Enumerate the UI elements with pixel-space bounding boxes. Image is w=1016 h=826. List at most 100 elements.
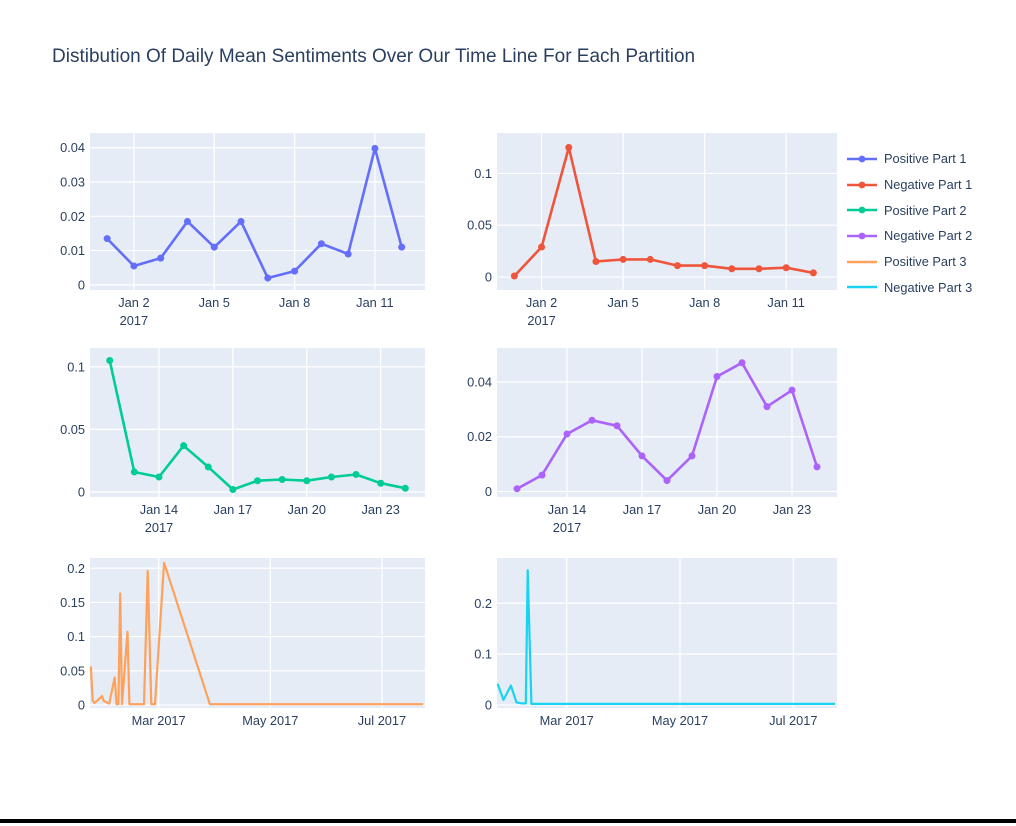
y-tick-label: 0.05 — [467, 218, 492, 233]
data-point[interactable] — [377, 479, 385, 487]
x-tick-label: May 2017 — [242, 713, 298, 728]
legend-item-positive-part-1[interactable]: Positive Part 1 — [846, 146, 972, 172]
data-point[interactable] — [398, 243, 406, 251]
data-point[interactable] — [619, 255, 627, 263]
data-point[interactable] — [588, 416, 596, 424]
window-bottom-border — [0, 819, 1016, 823]
legend-item-positive-part-3[interactable]: Positive Part 3 — [846, 249, 972, 275]
data-point[interactable] — [130, 468, 138, 476]
subplot-negative-part-3[interactable]: 0 0.1 0.2 Mar 2017 May 2017 Jul 2017 — [449, 558, 837, 750]
legend-item-label: Positive Part 3 — [884, 254, 967, 270]
data-point[interactable] — [646, 255, 654, 263]
x-tick-label: Jan 14 — [548, 502, 586, 517]
data-point[interactable] — [264, 274, 272, 282]
plot-area[interactable] — [497, 348, 837, 497]
data-point[interactable] — [327, 473, 335, 481]
data-point[interactable] — [352, 470, 360, 478]
y-tick-label: 0 — [78, 697, 85, 712]
data-point[interactable] — [237, 217, 245, 225]
y-tick-label: 0.02 — [60, 209, 85, 224]
subplot-positive-part-2[interactable]: 0 0.05 0.1 Jan 14 2017 Jan 17 Jan 20 Jan 23 — [42, 348, 425, 539]
data-point[interactable] — [103, 235, 111, 243]
data-point[interactable] — [788, 386, 796, 394]
chart-canvas: 0 0.1 0.2 Mar 2017 May 2017 Jul 2017 — [474, 558, 837, 728]
data-point[interactable] — [763, 403, 771, 411]
y-tick-label: 0.15 — [60, 595, 85, 610]
plot-area[interactable] — [90, 558, 425, 708]
series-line[interactable] — [105, 147, 404, 280]
data-point[interactable] — [538, 471, 546, 479]
data-point[interactable] — [613, 422, 621, 430]
data-point[interactable] — [713, 372, 721, 380]
legend-marker-dot — [858, 181, 866, 188]
series-line[interactable] — [513, 146, 815, 278]
data-point[interactable] — [254, 477, 261, 485]
data-point[interactable] — [782, 264, 790, 272]
legend-item-negative-part-1[interactable]: Negative Part 1 — [846, 172, 972, 198]
legend-item-negative-part-2[interactable]: Negative Part 2 — [846, 223, 972, 249]
x-tick-label: Jan 17 — [623, 502, 661, 517]
data-point[interactable] — [510, 272, 518, 280]
x-tick-label: Jan 23 — [773, 502, 811, 517]
data-point[interactable] — [728, 265, 736, 273]
data-point[interactable] — [106, 357, 114, 365]
y-tick-label: 0 — [78, 277, 85, 292]
x-tick-label: Jan 2 — [526, 295, 557, 310]
data-point[interactable] — [210, 243, 218, 251]
x-tick-label: Jan 11 — [356, 295, 393, 310]
data-point[interactable] — [638, 452, 646, 460]
data-point[interactable] — [278, 475, 286, 483]
data-point[interactable] — [755, 265, 763, 273]
data-point[interactable] — [673, 262, 681, 270]
data-point[interactable] — [563, 430, 571, 438]
subplot-positive-part-1[interactable]: 0 0.01 0.02 0.03 0.04 Jan 2 2017 Jan 5 Jan 8 Jan … — [42, 133, 425, 332]
y-tick-label: 0 — [485, 484, 492, 499]
data-point[interactable] — [183, 217, 191, 225]
data-point[interactable] — [813, 463, 821, 471]
data-point[interactable] — [513, 485, 521, 493]
legend-item-negative-part-3[interactable]: Negative Part 3 — [846, 274, 972, 300]
data-point[interactable] — [538, 243, 546, 251]
x-tick-year-label: 2017 — [553, 520, 581, 535]
data-point[interactable] — [809, 269, 817, 277]
data-point[interactable] — [157, 254, 165, 262]
plot-area[interactable] — [90, 348, 425, 497]
chart-canvas: 0 0.01 0.02 0.03 0.04 Jan 2 2017 Jan 5 Jan 8 Jan … — [60, 133, 425, 328]
y-tick-label: 0.1 — [67, 359, 85, 374]
subplot-negative-part-1[interactable]: 0 0.05 0.1 Jan 2 2017 Jan 5 Jan 8 Jan 11 — [449, 133, 837, 332]
plot-area[interactable] — [497, 558, 837, 708]
y-tick-label: 0.1 — [474, 166, 492, 181]
legend-sample — [847, 232, 877, 240]
data-point[interactable] — [155, 473, 163, 481]
x-tick-label: Jan 14 — [140, 502, 178, 517]
y-tick-label: 0.04 — [467, 374, 492, 389]
data-point[interactable] — [565, 144, 573, 152]
data-point[interactable] — [130, 262, 138, 270]
x-tick-year-label: 2017 — [120, 313, 148, 328]
data-point[interactable] — [401, 484, 409, 492]
chart-canvas: 0 0.05 0.1 Jan 14 2017 Jan 17 Jan 20 Jan 23 — [60, 348, 425, 535]
data-point[interactable] — [229, 485, 237, 493]
data-point[interactable] — [303, 477, 311, 485]
data-point[interactable] — [204, 463, 212, 471]
data-point[interactable] — [344, 250, 352, 258]
y-tick-label: 0 — [485, 697, 492, 712]
data-point[interactable] — [738, 359, 746, 367]
data-point[interactable] — [291, 267, 299, 275]
data-point[interactable] — [663, 477, 671, 485]
x-tick-label: Jan 2 — [118, 295, 149, 310]
series-line[interactable] — [89, 561, 424, 706]
data-point[interactable] — [688, 452, 696, 460]
legend-item-positive-part-2[interactable]: Positive Part 2 — [846, 197, 972, 223]
legend-marker-dot — [858, 206, 866, 214]
data-point[interactable] — [371, 144, 379, 152]
x-tick-label: Jul 2017 — [769, 713, 817, 728]
data-point[interactable] — [180, 442, 188, 450]
data-point[interactable] — [592, 258, 600, 266]
data-point[interactable] — [317, 240, 325, 248]
subplot-negative-part-2[interactable]: 0 0.02 0.04 Jan 14 2017 Jan 17 Jan 20 Jan 23 — [449, 348, 837, 539]
data-point[interactable] — [701, 262, 709, 270]
subplot-positive-part-3[interactable]: 0 0.05 0.1 0.15 0.2 Mar 2017 May 2017 Jul 2017 — [42, 558, 425, 750]
x-tick-label: Mar 2017 — [132, 713, 186, 728]
series-line[interactable] — [496, 569, 836, 705]
